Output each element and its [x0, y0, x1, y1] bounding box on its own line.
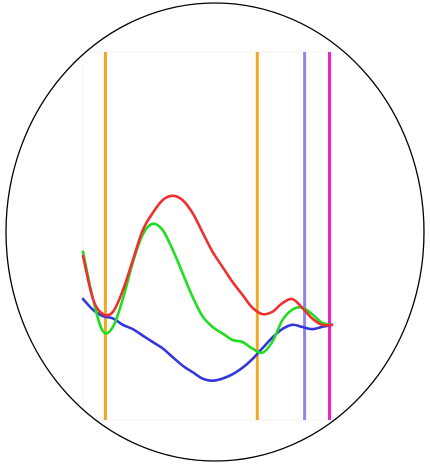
- plot-background: [82, 51, 333, 421]
- vertical-markers: [103, 52, 332, 420]
- series-line-1: [81, 194, 334, 327]
- series-line-2: [81, 222, 334, 355]
- circular-frame: [5, 2, 425, 462]
- plot-layer: [81, 51, 334, 421]
- series-line-3: [81, 297, 334, 382]
- series-layer: [81, 194, 334, 382]
